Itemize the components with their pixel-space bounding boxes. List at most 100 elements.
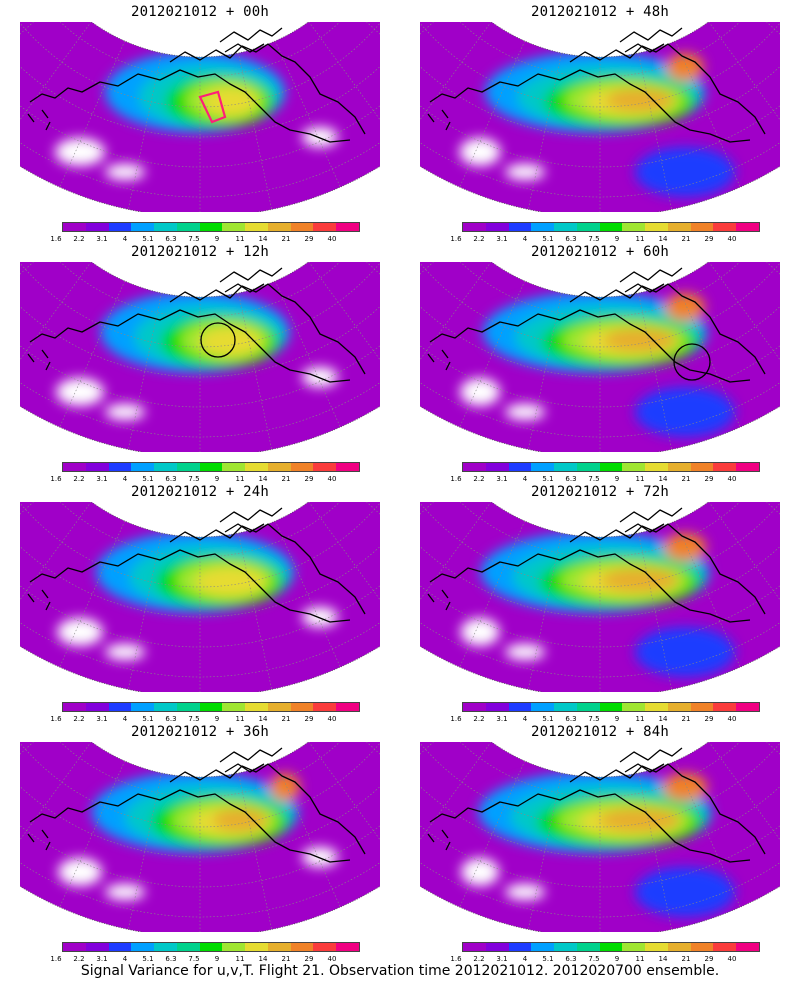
latitude-line [20, 622, 380, 678]
colorbar-label: 1.6 [50, 475, 62, 483]
colorbar-label: 9 [614, 235, 620, 243]
colorbar-label: 4 [122, 235, 128, 243]
latitude-line [20, 825, 380, 888]
colorbar-label: 6.3 [165, 955, 177, 963]
colorbar-label: 14 [658, 955, 668, 963]
colorbar-cell [131, 463, 155, 471]
colorbar-cell [667, 703, 691, 711]
colorbar-label: 40 [327, 955, 337, 963]
colorbar-cell [463, 703, 486, 711]
observation-circle [200, 322, 236, 358]
colorbar-labels: 1.6 2.2 3.1 4 5.1 6.3 7.5 9 11 14 21 29 40 [450, 955, 756, 965]
map-border [20, 22, 380, 212]
colorbar-label: 11 [635, 955, 645, 963]
colorbar-label: 14 [658, 715, 668, 723]
colorbar-label: 7.5 [188, 715, 200, 723]
colorbar-cell [667, 223, 691, 231]
variance-contour [599, 808, 681, 832]
colorbar-cell [290, 943, 314, 951]
colorbar-label: 5.1 [142, 475, 154, 483]
variance-contour [606, 88, 674, 112]
graticule [420, 262, 780, 452]
low-variance-patch [505, 644, 545, 660]
coastline-path [427, 349, 451, 371]
colorbar-label: 4 [122, 715, 128, 723]
longitude-line [274, 760, 341, 908]
colorbar-cell [485, 943, 509, 951]
colorbar-cell [313, 463, 337, 471]
colorbar [462, 942, 760, 952]
colorbar-cell [713, 223, 737, 231]
colorbar-cell [245, 223, 268, 231]
colorbar-cell [290, 223, 314, 231]
colorbar-cell [267, 463, 291, 471]
coastline-path [429, 309, 751, 383]
colorbar-cell [108, 463, 132, 471]
colorbar-cell [690, 223, 714, 231]
coastline [427, 747, 766, 863]
coastline-path [429, 789, 751, 863]
colorbar-label: 2.2 [473, 715, 485, 723]
colorbar-label: 1.6 [50, 955, 62, 963]
coastline-path [427, 829, 451, 851]
graticule [420, 742, 780, 932]
longitude-line [674, 520, 741, 668]
colorbar-label: 9 [614, 955, 620, 963]
colorbar-cell [222, 703, 246, 711]
colorbar-label: 3.1 [96, 475, 108, 483]
coastline-path [619, 747, 683, 773]
colorbar-labels: 1.6 2.2 3.1 4 5.1 6.3 7.5 9 11 14 21 29 40 [50, 475, 356, 485]
variance-map [20, 22, 380, 212]
colorbar-cell [199, 943, 223, 951]
colorbar-label: 21 [681, 955, 691, 963]
colorbar [462, 222, 760, 232]
colorbar-cell [463, 223, 486, 231]
panel-48h: 2012021012 + 48h 1.6 2.2 3.1 4 5.1 6.3 7.5 9 11 1… [400, 0, 800, 245]
longitude-line [459, 760, 526, 908]
longitude-line [674, 760, 741, 908]
colorbar-labels: 1.6 2.2 3.1 4 5.1 6.3 7.5 9 11 14 21 29 40 [50, 715, 356, 725]
colorbar-cell [199, 223, 223, 231]
coastline-path [169, 763, 366, 855]
colorbar-label: 40 [327, 235, 337, 243]
colorbar-label: 29 [704, 235, 714, 243]
colorbar-label: 5.1 [542, 235, 554, 243]
colorbar-label: 6.3 [565, 715, 577, 723]
colorbar-label: 7.5 [588, 235, 600, 243]
latitude-line [20, 66, 380, 138]
colorbar-label: 11 [235, 235, 245, 243]
variance-map [20, 742, 380, 932]
coastline-path [219, 27, 283, 53]
colorbar-cell [599, 943, 623, 951]
coastline-path [569, 283, 766, 375]
coastline [427, 27, 766, 143]
colorbar-cell [176, 463, 200, 471]
panel-title: 2012021012 + 72h [530, 484, 670, 500]
colorbar-cell [108, 703, 132, 711]
colorbar-label: 11 [235, 715, 245, 723]
latitude-line [420, 105, 780, 168]
coastline-path [427, 109, 451, 131]
colorbar-label: 2.2 [73, 715, 85, 723]
colorbar-label: 2.2 [73, 475, 85, 483]
panel-title: 2012021012 + 24h [130, 484, 270, 500]
longitude-line [59, 520, 126, 668]
colorbar-cell [131, 223, 155, 231]
colorbar-labels: 1.6 2.2 3.1 4 5.1 6.3 7.5 9 11 14 21 29 40 [50, 235, 356, 245]
colorbar-label: 14 [258, 475, 268, 483]
coastline-path [27, 349, 51, 371]
longitude-line [127, 772, 162, 930]
longitude-line [527, 772, 562, 930]
colorbar-cell [267, 223, 291, 231]
colorbar-label: 21 [681, 715, 691, 723]
colorbar-label: 21 [281, 715, 291, 723]
coastline [27, 267, 366, 383]
colorbar-label: 5.1 [142, 235, 154, 243]
variance-map [20, 262, 380, 452]
low-variance-patch [505, 884, 545, 900]
low-variance-patch [302, 607, 338, 627]
colorbar-cell [63, 943, 86, 951]
variance-field [20, 742, 380, 932]
low-variance-patch [55, 138, 105, 166]
colorbar-label: 29 [304, 715, 314, 723]
